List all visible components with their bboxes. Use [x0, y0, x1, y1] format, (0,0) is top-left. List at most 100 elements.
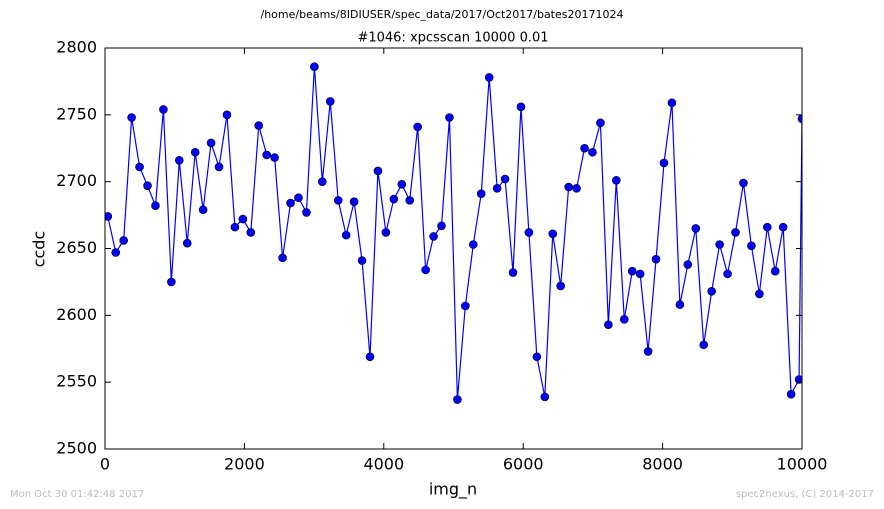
data-point [167, 277, 176, 287]
data-point [341, 230, 351, 240]
data-point [604, 320, 613, 329]
data-point [739, 178, 748, 188]
data-point [468, 240, 478, 249]
data-point [707, 286, 716, 296]
data-point [246, 228, 256, 237]
data-point [731, 228, 740, 237]
data-point [484, 73, 494, 82]
data-point [230, 222, 240, 232]
data-point [667, 98, 677, 108]
data-point [635, 269, 645, 279]
data-point [429, 232, 438, 241]
data-point [445, 113, 454, 122]
data-point [516, 102, 526, 112]
data-point [135, 162, 144, 172]
x-tick-label: 0 [100, 455, 110, 474]
data-point [612, 176, 621, 185]
data-point [596, 118, 605, 128]
suptitle: /home/beams/8IDIUSER/spec_data/2017/Oct2… [261, 8, 624, 21]
data-point [461, 301, 470, 311]
data-point [588, 147, 597, 157]
data-point [278, 253, 287, 263]
footer-left: Mon Oct 30 01:42:48 2017 [10, 489, 144, 500]
data-point [198, 205, 208, 215]
data-point [238, 214, 248, 224]
y-tick-label: 2700 [56, 171, 97, 190]
y-tick-label: 2750 [56, 104, 97, 123]
y-axis-label: ccdc [30, 231, 49, 268]
data-point [548, 229, 558, 239]
data-point [119, 236, 128, 245]
data-point [675, 300, 685, 309]
data-point [651, 254, 661, 264]
data-point [659, 158, 669, 168]
data-point [413, 122, 422, 132]
data-point [270, 153, 279, 162]
data-point [580, 143, 589, 153]
data-point [762, 222, 772, 232]
data-point [564, 182, 573, 192]
data-point [381, 228, 391, 237]
data-point [222, 110, 232, 120]
x-tick-label: 10000 [777, 455, 828, 474]
data-point [770, 266, 780, 276]
y-tick-label: 2600 [56, 305, 97, 324]
footer-right: spec2nexus, (C) 2014-2017 [736, 489, 874, 500]
data-point [476, 189, 486, 198]
data-point [182, 238, 192, 248]
data-point [453, 395, 462, 404]
data-point [389, 194, 399, 204]
x-tick-label: 6000 [503, 455, 544, 474]
data-point [643, 347, 653, 356]
data-point [778, 222, 788, 232]
data-point [397, 180, 407, 189]
data-point [318, 177, 327, 186]
data-point [437, 221, 446, 231]
x-axis-label: img_n [429, 480, 477, 500]
data-point [302, 208, 311, 217]
data-point [797, 114, 802, 124]
x-tick-label: 4000 [363, 455, 404, 474]
data-point [794, 375, 802, 384]
data-point [572, 184, 581, 193]
y-tick-label: 2800 [56, 38, 97, 57]
y-tick-label: 2550 [56, 372, 97, 391]
y-tick-label: 2500 [56, 439, 97, 458]
data-point [786, 389, 796, 399]
data-point [254, 121, 264, 130]
data-point [105, 212, 113, 221]
data-point [206, 138, 216, 148]
data-point [127, 113, 136, 122]
data-point [500, 174, 510, 184]
data-point [325, 97, 335, 106]
data-point [373, 166, 383, 176]
data-point [310, 62, 319, 72]
data-point [333, 196, 343, 205]
data-point [190, 147, 200, 157]
x-tick-label: 8000 [642, 455, 683, 474]
data-point [715, 240, 724, 249]
y-tick-label: 2650 [56, 238, 97, 257]
data-point [492, 184, 502, 193]
plot-area [105, 62, 802, 404]
data-point [357, 256, 367, 265]
data-point [619, 315, 629, 324]
data-point [691, 224, 701, 233]
data-point [540, 392, 550, 402]
data-point [723, 269, 732, 279]
data-point [111, 248, 121, 257]
chart-title: #1046: xpcsscan 10000 0.01 [357, 31, 548, 46]
data-point [532, 352, 542, 362]
data-point [699, 340, 709, 350]
data-point [175, 155, 184, 165]
data-point [755, 289, 764, 299]
x-tick-label: 2000 [224, 455, 265, 474]
data-point [294, 193, 303, 203]
data-point [524, 228, 534, 237]
data-point [349, 197, 359, 207]
data-point [365, 352, 375, 362]
data-point [683, 260, 693, 269]
data-point [556, 281, 565, 291]
data-point [508, 268, 518, 277]
